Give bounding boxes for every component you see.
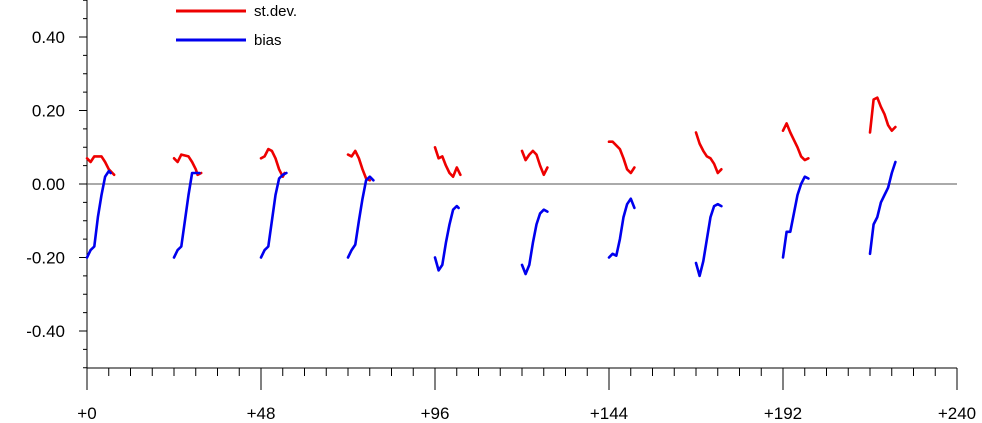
st-dev-series-line [433,146,462,178]
st-dev-series-line [868,96,897,134]
st-dev-series-line [694,131,723,175]
legend-label-bias: bias [254,32,282,49]
y-tick-label: -0.20 [26,249,65,268]
bias-series-line [259,171,288,259]
st-dev-series-line [520,149,549,177]
st-dev-series-line [85,155,116,177]
bias-series-line [520,208,549,276]
bias-series-line [172,171,201,259]
series-group [85,96,897,278]
x-tick-label: +48 [247,404,276,423]
legend-label-st-dev: st.dev. [254,3,297,20]
x-tick-label: +0 [77,404,96,423]
st-dev-series-line [346,149,372,182]
bias-series-line [607,197,636,259]
bias-series-line [781,175,810,259]
bias-series-line [433,204,460,272]
bias-series-line [868,160,897,256]
bias-series-line [346,175,375,259]
st-dev-series-line [259,147,286,178]
x-tick-label: +144 [590,404,628,423]
bias-series-line [694,202,723,278]
st-dev-series-line [607,140,636,175]
st-dev-series-line [781,122,810,162]
y-tick-label: 0.20 [32,102,65,121]
axes: 0.40 0.20 0.00 -0.20 -0.40 +0 +48 +96 +144 +192 +2… [26,0,976,423]
legend: st.dev. bias [176,3,297,49]
x-tick-label: +240 [938,404,976,423]
x-tick-label: +192 [764,404,802,423]
y-tick-label: 0.40 [32,28,65,47]
x-tick-label: +96 [421,404,450,423]
y-tick-label: -0.40 [26,322,65,341]
y-tick-label: 0.00 [32,175,65,194]
bias-series-line [85,169,112,259]
